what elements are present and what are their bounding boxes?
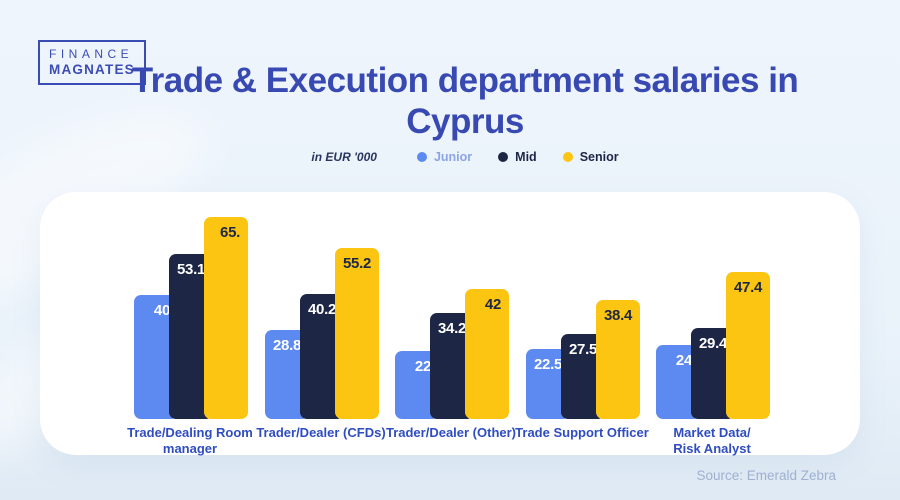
legend-label-senior: Senior	[579, 150, 619, 164]
legend-label-mid: Mid	[515, 150, 537, 164]
bar-value-label: 40	[153, 302, 170, 319]
unit-label: in EUR '000	[311, 150, 377, 164]
source-credit: Source: Emerald Zebra	[696, 468, 836, 483]
category-label: Trade/Dealing Room manager	[127, 425, 253, 457]
bar-senior: 65.	[204, 217, 248, 419]
bar-value-label: 22.5	[534, 356, 562, 373]
chart-card: 40 53.1 65. Trade/Dealing Room manager 28.8 4…	[40, 192, 860, 457]
finance-magnates-logo: FINANCE MAGNATES	[38, 40, 146, 85]
bar-value-label: 40.2	[308, 301, 336, 318]
bar-senior: 55.2	[335, 248, 379, 419]
bar-value-label: 55.2	[343, 255, 371, 272]
category-label: Market Data/ Risk Analyst	[673, 425, 751, 457]
logo-line-finance: FINANCE	[49, 47, 134, 61]
bar-senior: 47.4	[726, 272, 770, 419]
mid-dot-icon	[498, 152, 509, 162]
category-label: Trader/Dealer (CFDs)	[256, 425, 386, 440]
category-label: Trader/Dealer (Other)	[385, 425, 517, 440]
senior-dot-icon	[562, 152, 573, 162]
bar-senior: 42	[465, 289, 509, 419]
legend-item-senior: Senior	[562, 150, 619, 164]
bar-value-label: 29.4	[699, 335, 727, 352]
bar-value-label: 47.4	[734, 279, 762, 296]
legend-item-junior: Junior	[416, 150, 473, 164]
logo-line-magnates: MAGNATES	[49, 62, 135, 77]
legend-item-mid: Mid	[498, 150, 537, 164]
legend-label-junior: Junior	[433, 150, 473, 164]
bar-value-label: 38.4	[604, 307, 632, 324]
bar-value-label: 53.1	[177, 261, 205, 278]
chart-legend: in EUR '000 Junior Mid Senior	[0, 150, 900, 164]
page-title: Trade & Execution department salaries in…	[131, 61, 799, 142]
bar-value-label: 42	[484, 296, 501, 313]
junior-dot-icon	[416, 152, 427, 162]
bar-value-label: 65.	[220, 224, 240, 241]
bar-value-label: 22	[414, 358, 431, 375]
bar-value-label: 27.5	[569, 341, 597, 358]
bar-value-label: 34.2	[438, 320, 466, 337]
bar-senior: 38.4	[596, 300, 640, 419]
bar-value-label: 24	[675, 352, 692, 369]
bar-chart: 40 53.1 65. Trade/Dealing Room manager 28.8 4…	[40, 192, 860, 457]
category-label: Trade Support Officer	[515, 425, 649, 440]
bar-value-label: 28.8	[273, 337, 301, 354]
